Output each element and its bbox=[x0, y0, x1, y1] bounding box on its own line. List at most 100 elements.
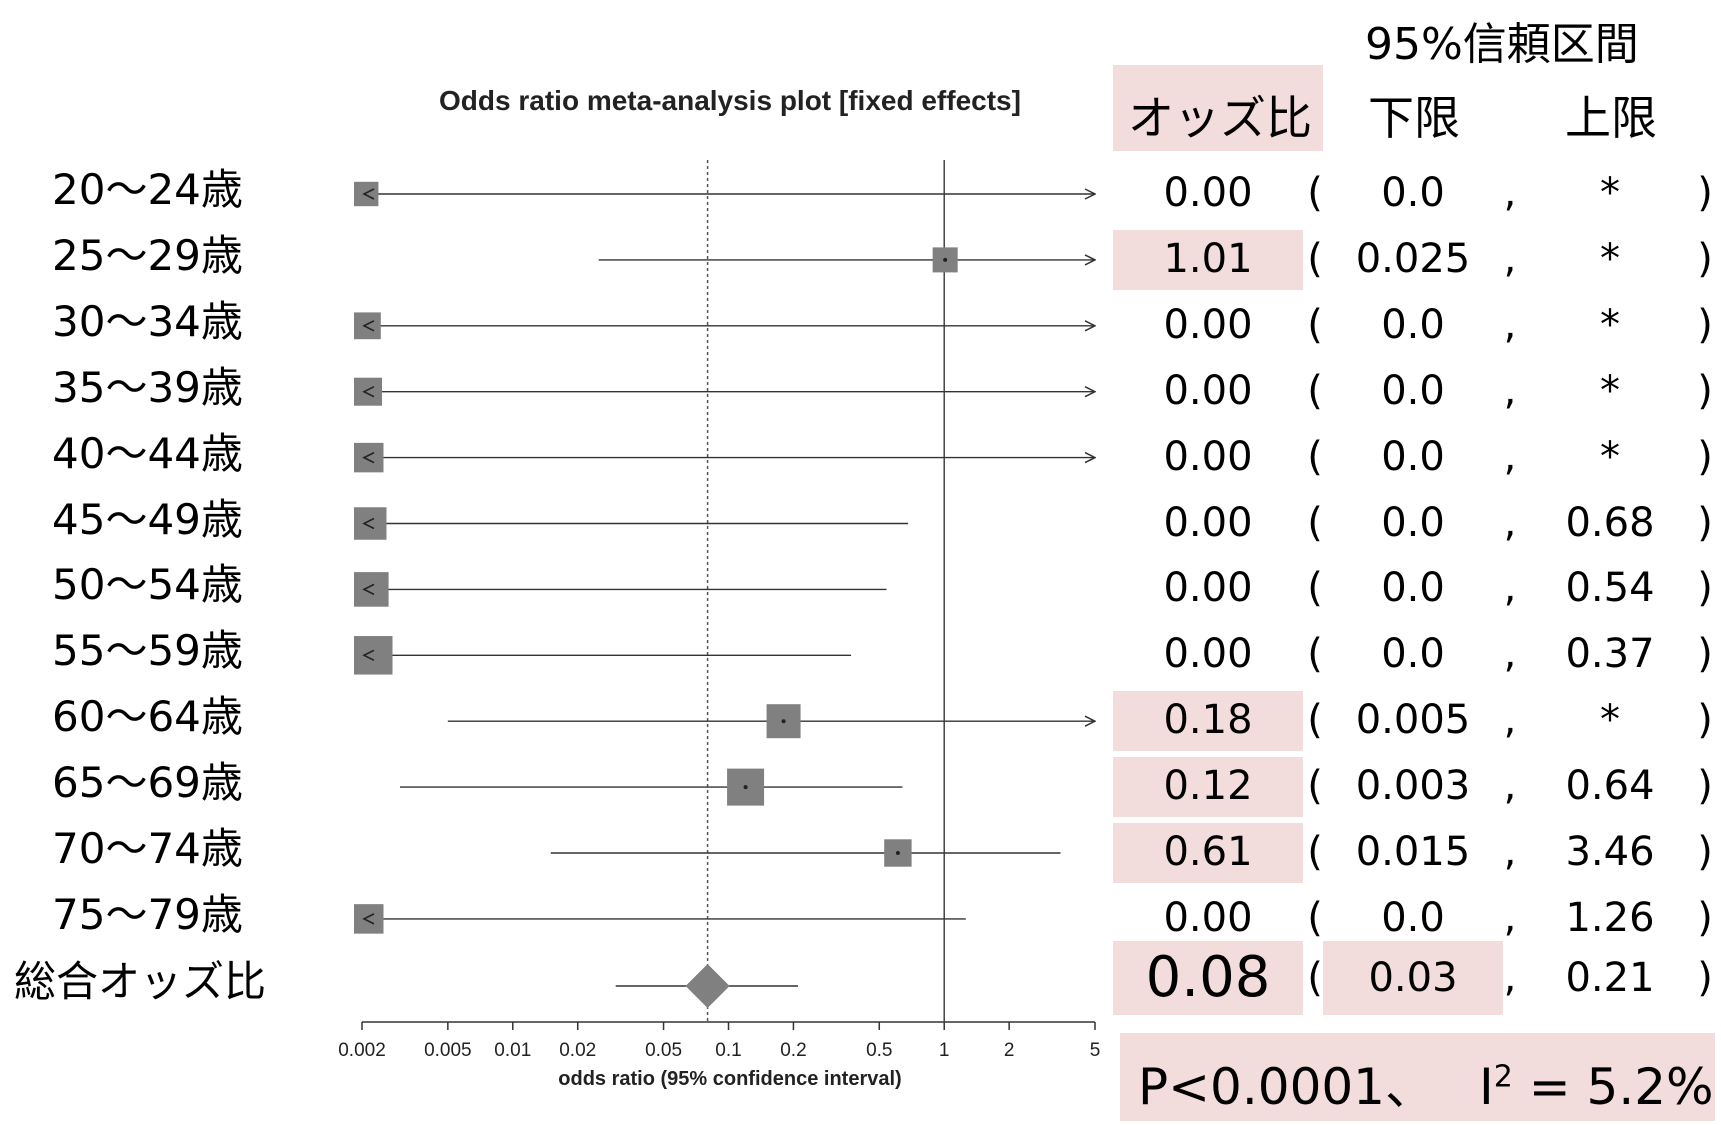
x-tick-label: 0.05 bbox=[645, 1040, 682, 1061]
or-value: 0.00 bbox=[1163, 894, 1253, 941]
comma: , bbox=[1503, 170, 1517, 216]
point-marker bbox=[354, 312, 381, 340]
or-value: 1.01 bbox=[1163, 235, 1253, 282]
lower-column-header: 下限 bbox=[1368, 91, 1460, 145]
pooled-upper-value: 0.21 bbox=[1565, 955, 1655, 1001]
close-paren: ) bbox=[1697, 235, 1713, 282]
x-tick-label: 0.5 bbox=[866, 1040, 892, 1061]
left-arrow bbox=[362, 320, 375, 332]
row-label: 50〜54歳 bbox=[52, 560, 243, 610]
row-label: 40〜44歳 bbox=[52, 428, 243, 478]
or-value: 0.00 bbox=[1163, 631, 1253, 678]
left-arrow bbox=[362, 583, 375, 596]
forest-plot: Odds ratio meta-analysis plot [fixed eff… bbox=[338, 85, 1100, 1090]
or-highlight bbox=[1113, 823, 1303, 883]
x-axis-label: odds ratio (95% confidence interval) bbox=[558, 1068, 901, 1090]
ci-header: 95%信頼区間 bbox=[1365, 19, 1639, 70]
open-paren: ( bbox=[1307, 697, 1323, 744]
pooled-lower-value: 0.03 bbox=[1368, 955, 1458, 1001]
or-column-header: オッズ比 bbox=[1128, 91, 1312, 145]
comma: , bbox=[1503, 631, 1517, 678]
close-paren: ) bbox=[1697, 433, 1713, 480]
left-arrow bbox=[362, 188, 375, 200]
open-paren: ( bbox=[1307, 894, 1323, 941]
or-header-highlight bbox=[1113, 65, 1323, 151]
upper-value: 0.64 bbox=[1565, 763, 1655, 810]
row-label: 20〜24歳 bbox=[52, 165, 243, 214]
row-label: 30〜34歳 bbox=[52, 296, 243, 346]
i-squared-symbol: I bbox=[1479, 1058, 1494, 1116]
x-axis: 0.002 0.005 0.01 0.02 0.05 0.1 0.2 0.5 1 2 5 bbox=[338, 160, 1100, 1061]
pooled-or-value: 0.08 bbox=[1145, 945, 1271, 1010]
point-center bbox=[943, 257, 948, 262]
upper-value: 1.26 bbox=[1565, 894, 1655, 941]
open-paren: ( bbox=[1307, 631, 1323, 678]
lower-value: 0.0 bbox=[1381, 631, 1445, 678]
point-marker bbox=[354, 507, 387, 540]
point-marker bbox=[354, 572, 389, 607]
open-paren: ( bbox=[1307, 499, 1323, 546]
comma: , bbox=[1503, 763, 1517, 810]
upper-value: * bbox=[1600, 433, 1620, 480]
plot-title: Odds ratio meta-analysis plot [fixed eff… bbox=[439, 85, 1021, 116]
comma: , bbox=[1503, 565, 1517, 612]
lower-value: 0.0 bbox=[1381, 367, 1445, 414]
open-paren: ( bbox=[1307, 170, 1323, 216]
close-paren: ) bbox=[1697, 565, 1713, 612]
lower-value: 0.025 bbox=[1355, 235, 1471, 282]
point-center bbox=[781, 719, 786, 724]
or-value: 0.00 bbox=[1163, 565, 1253, 612]
or-value: 0.00 bbox=[1163, 170, 1253, 216]
pooled-diamond bbox=[685, 964, 730, 1008]
upper-value: * bbox=[1600, 301, 1620, 348]
pooled-row-label: 総合オッズ比 bbox=[14, 957, 267, 1006]
left-arrow bbox=[362, 451, 375, 464]
point-marker bbox=[354, 181, 379, 207]
comma: , bbox=[1503, 433, 1517, 480]
i-squared-value: = 5.2% bbox=[1512, 1058, 1714, 1116]
close-paren: ) bbox=[1697, 499, 1713, 546]
close-paren: ) bbox=[1697, 631, 1713, 678]
or-value: 0.00 bbox=[1163, 433, 1253, 480]
comma: , bbox=[1503, 894, 1517, 941]
open-paren: ( bbox=[1307, 433, 1323, 480]
left-arrow bbox=[362, 517, 375, 530]
or-highlight bbox=[1113, 691, 1303, 752]
lower-value: 0.0 bbox=[1381, 499, 1445, 546]
lower-value: 0.005 bbox=[1355, 697, 1471, 744]
left-arrow bbox=[362, 913, 375, 925]
left-arrow bbox=[362, 385, 375, 398]
stats-text: P<0.0001、 I2 = 5.2% bbox=[1138, 1047, 1714, 1119]
open-paren: ( bbox=[1307, 301, 1323, 348]
row-label: 45〜49歳 bbox=[52, 494, 243, 544]
left-arrow bbox=[362, 649, 375, 662]
upper-column-header: 上限 bbox=[1565, 91, 1657, 145]
point-marker bbox=[354, 636, 393, 675]
or-value: 0.12 bbox=[1163, 763, 1253, 810]
point-marker bbox=[354, 904, 384, 934]
x-tick-label: 0.005 bbox=[424, 1040, 472, 1061]
point-marker bbox=[354, 377, 382, 406]
lower-value: 0.015 bbox=[1355, 829, 1471, 875]
upper-value: 0.68 bbox=[1565, 499, 1655, 546]
or-value: 0.00 bbox=[1163, 499, 1253, 546]
or-value: 0.61 bbox=[1163, 829, 1253, 875]
x-tick-label: 0.002 bbox=[338, 1040, 386, 1061]
plot-rows bbox=[354, 181, 1095, 1008]
lower-value: 0.0 bbox=[1381, 301, 1445, 348]
x-tick-label: 1 bbox=[939, 1040, 950, 1061]
open-paren: ( bbox=[1307, 829, 1323, 875]
x-tick-label: 5 bbox=[1090, 1040, 1100, 1061]
close-paren: ) bbox=[1697, 697, 1713, 744]
close-paren: ) bbox=[1697, 301, 1713, 348]
upper-value: 0.37 bbox=[1565, 631, 1655, 678]
row-label: 60〜64歳 bbox=[52, 692, 243, 742]
pooled-open-paren: ( bbox=[1307, 955, 1323, 1001]
row-label: 55〜59歳 bbox=[52, 626, 243, 676]
point-center bbox=[895, 851, 900, 855]
upper-value: * bbox=[1600, 235, 1620, 282]
x-tick-label: 0.01 bbox=[494, 1040, 531, 1061]
close-paren: ) bbox=[1697, 367, 1713, 414]
or-highlight bbox=[1113, 229, 1303, 290]
